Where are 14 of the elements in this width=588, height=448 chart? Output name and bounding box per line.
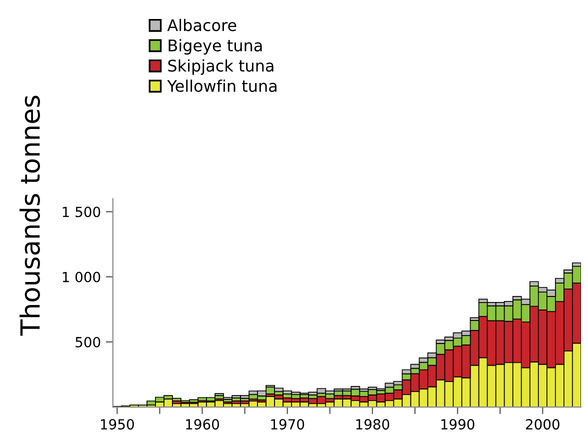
- y-tick-label: 1 500: [62, 206, 100, 218]
- legend-label: Yellowfin tuna: [167, 80, 276, 92]
- x-tick-label: 2000: [526, 419, 560, 430]
- x-tick-label: 1970: [271, 419, 304, 430]
- x-tick-label: 1980: [356, 419, 390, 430]
- legend-label: Albacore: [167, 18, 236, 32]
- x-tick-label: 1960: [186, 419, 219, 430]
- legend-label: Skipjack tuna: [168, 59, 274, 75]
- legend-label: Bigeye tuna: [168, 39, 262, 55]
- y-tick-label: 1 000: [62, 272, 100, 282]
- x-tick-label: 1950: [101, 419, 134, 430]
- y-axis-title: Thousands tonnes: [20, 96, 40, 336]
- x-tick-label: 1990: [441, 419, 474, 430]
- y-tick-label: 500: [76, 336, 100, 348]
